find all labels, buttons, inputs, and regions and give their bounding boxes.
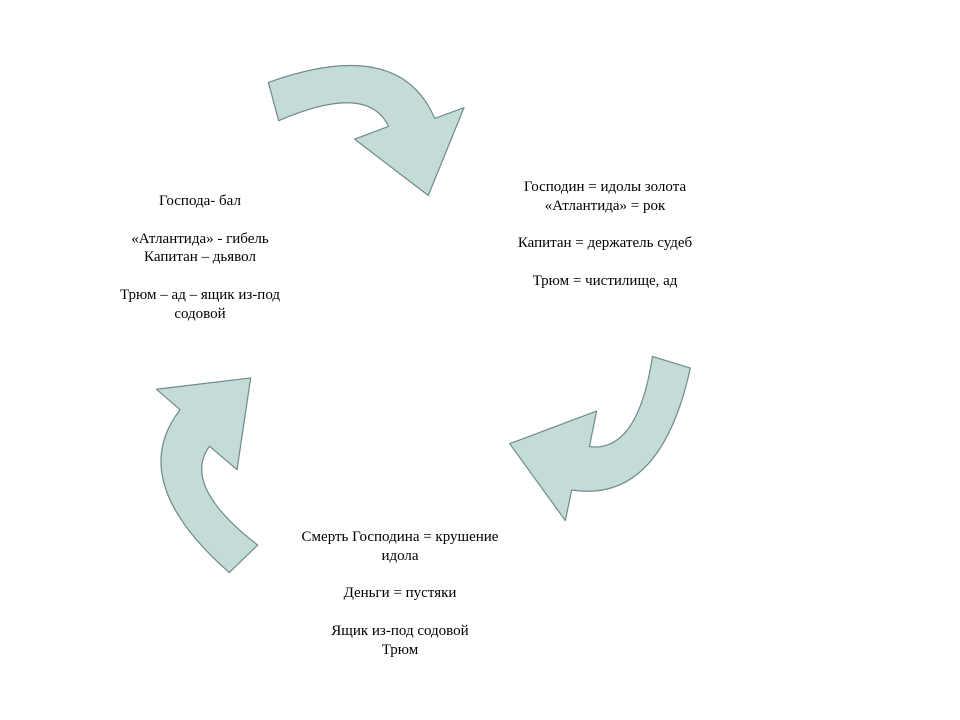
cycle-node-right: Господин = идолы золота «Атлантида» = ро… <box>510 178 700 291</box>
cycle-node-left: Господа- бал «Атлантида» - гибель Капита… <box>95 192 305 323</box>
cycle-diagram: Господин = идолы золота «Атлантида» = ро… <box>0 0 960 720</box>
cycle-node-bottom: Смерть Господина = крушение идола Деньги… <box>295 528 505 659</box>
